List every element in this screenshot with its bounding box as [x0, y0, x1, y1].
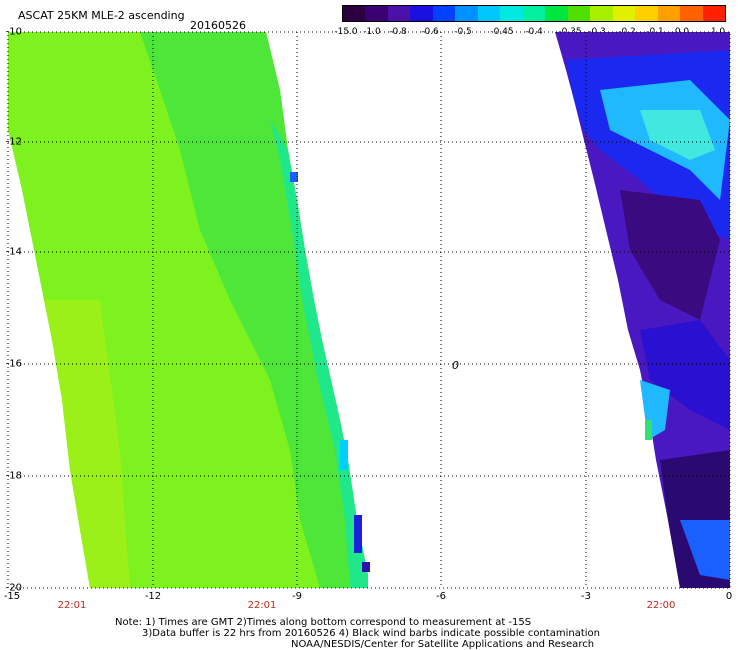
grid-lines [8, 32, 730, 588]
colorbar-segment [477, 6, 501, 21]
right-swath [555, 32, 730, 588]
x-axis-label: -12 [144, 591, 162, 602]
island-marker: 0 [452, 359, 459, 372]
y-axis-label: -20 [5, 582, 22, 594]
colorbar-label: -0.4 [525, 27, 543, 37]
colorbar-segment [343, 6, 366, 21]
colorbar-segment [590, 6, 613, 21]
time-label: 22:01 [57, 600, 87, 611]
x-axis-label: -9 [292, 591, 302, 602]
colorbar-segment [522, 6, 546, 21]
map-frame [7, 31, 731, 589]
colorbar-segment [657, 6, 681, 21]
time-label: 22:00 [646, 600, 676, 611]
x-axis-label: -15 [3, 591, 21, 602]
y-axis-label: -12 [5, 136, 22, 148]
y-axis-label: -18 [5, 470, 22, 482]
note-line-2: 3)Data buffer is 22 hrs from 20160526 4)… [142, 628, 600, 639]
colorbar-label: -0.6 [421, 27, 439, 37]
time-label: 22:01 [247, 600, 277, 611]
colorbar-segment [612, 6, 636, 21]
x-axis-label: -3 [581, 591, 591, 602]
colorbar-segment [455, 6, 478, 21]
colorbar-segment [365, 6, 388, 21]
colorbar-segment [432, 6, 456, 21]
y-axis-label: -14 [5, 246, 22, 258]
colorbar-segment [500, 6, 523, 21]
colorbar-label: -0.8 [389, 27, 407, 37]
colorbar [342, 5, 726, 22]
colorbar-segment [702, 6, 725, 21]
colorbar-segment [567, 6, 591, 21]
colorbar-label: -15.0 [334, 27, 358, 37]
y-axis-label: -10 [5, 26, 22, 38]
colorbar-segment [635, 6, 658, 21]
colorbar-segment [545, 6, 568, 21]
left-swath [8, 32, 370, 588]
y-axis-label: -16 [5, 358, 22, 370]
colorbar-label: -0.45 [490, 27, 514, 37]
map-date: 20160526 [190, 19, 246, 32]
note-line-1: Note: 1) Times are GMT 2)Times along bot… [115, 617, 532, 628]
x-axis-label: -6 [436, 591, 446, 602]
x-axis-label: 0 [725, 591, 733, 602]
colorbar-segment [410, 6, 433, 21]
note-line-3: NOAA/NESDIS/Center for Satellite Applica… [291, 639, 595, 650]
map-title: ASCAT 25KM MLE-2 ascending [18, 9, 185, 22]
colorbar-segment [387, 6, 411, 21]
colorbar-segment [680, 6, 703, 21]
colorbar-label: -0.5 [454, 27, 472, 37]
